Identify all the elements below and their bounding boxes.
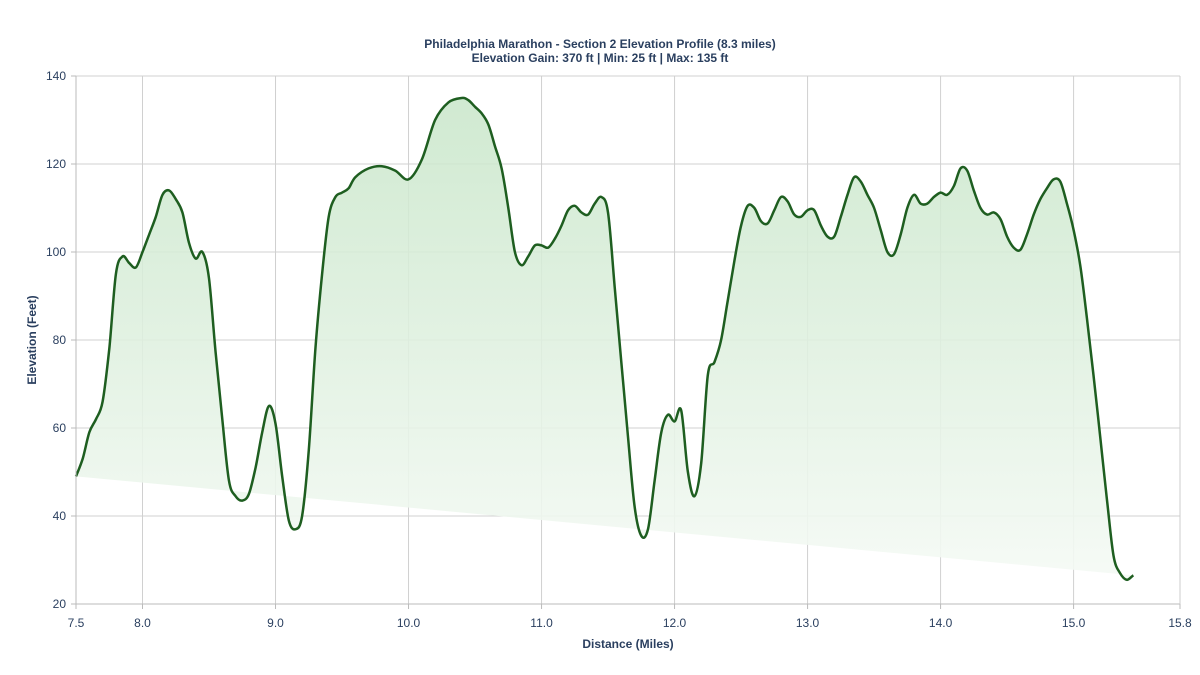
elevation-line [74,96,1135,582]
y-tick-label: 60 [53,421,67,435]
x-tick-label: 8.0 [134,616,151,630]
elevation-area-fill [76,97,1134,580]
axes: 20 40 60 80 100 120 140 7.5 8.0 9.0 10.0 11.0 12.0 13… [46,69,1192,630]
x-tick-label: 7.5 [68,616,85,630]
x-tick-label: 14.0 [929,616,953,630]
x-tick-label: 12.0 [663,616,687,630]
y-tick-label: 120 [46,157,66,171]
y-tick-label: 100 [46,245,66,259]
chart-title: Philadelphia Marathon - Section 2 Elevat… [424,37,776,51]
y-axis-label: Elevation (Feet) [25,295,39,384]
y-tick-label: 20 [53,597,67,611]
y-tick-label: 140 [46,69,66,83]
x-tick-label: 11.0 [530,616,553,630]
x-tick-label: 13.0 [796,616,820,630]
y-tick-label: 40 [53,509,67,523]
x-tick-label: 15.8 [1168,616,1192,630]
x-tick-label: 9.0 [267,616,284,630]
x-tick-label: 10.0 [397,616,421,630]
x-tick-label: 15.0 [1062,616,1086,630]
y-tick-label: 80 [53,333,67,347]
x-axis-label: Distance (Miles) [582,637,673,651]
chart-subtitle: Elevation Gain: 370 ft | Min: 25 ft | Ma… [471,51,729,65]
